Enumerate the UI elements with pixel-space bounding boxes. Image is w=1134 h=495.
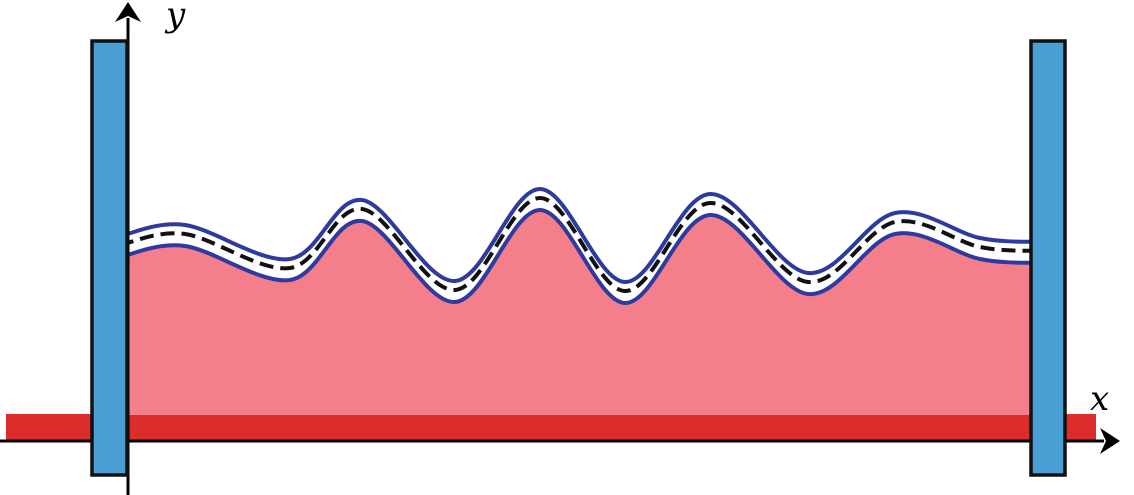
fluid-region [128, 209, 1031, 415]
substrate-strip [6, 414, 1096, 441]
right-wall [1029, 39, 1067, 477]
y-axis-arrowhead-icon [115, 2, 141, 22]
y-axis-label: y [164, 0, 186, 35]
upper-interface-line [128, 186, 1031, 285]
x-axis-label: x [1090, 379, 1109, 419]
x-axis-arrowhead-icon [1100, 428, 1120, 454]
center-dashed-line [128, 195, 1031, 294]
lower-interface-line [128, 207, 1031, 306]
left-wall [90, 39, 129, 477]
